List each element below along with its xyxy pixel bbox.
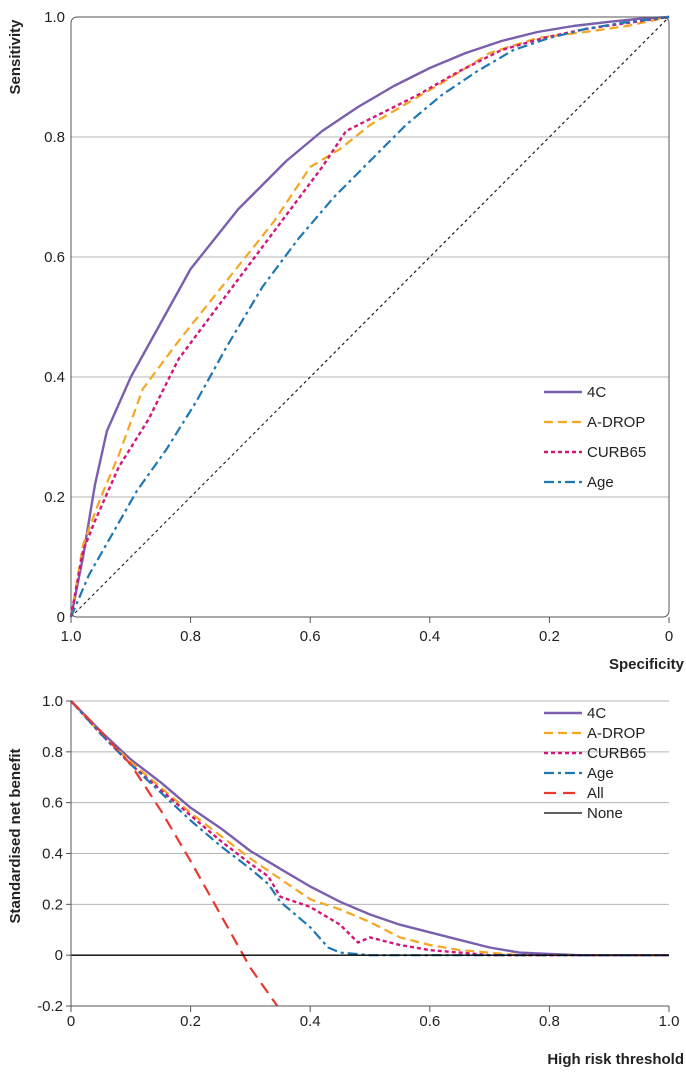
dca-x-tick-label: 0: [67, 1013, 75, 1030]
dca-x-tick-label: 0.6: [419, 1013, 440, 1030]
dca-series-curb65: [70, 700, 669, 957]
roc-series-lines: [69, 15, 670, 618]
dca-y-axis-label: Standardised net benefit: [7, 748, 24, 923]
dca-x-axis-label: High risk threshold: [547, 1051, 684, 1068]
dca-y-tick-label: -0.2: [37, 998, 63, 1015]
roc-x-tick-label: 0.4: [419, 628, 440, 645]
roc-chart: 0 0.2 0.4 0.6 0.8 1.0 1.0 0.8 0.6 0.4 0.2 0 Sensit…: [7, 9, 685, 673]
roc-y-tick-label: 0.6: [44, 249, 65, 266]
roc-series-4c: [69, 15, 670, 618]
dca-y-ticks: -0.2 0 0.2 0.4 0.6 0.8 1.0: [37, 693, 71, 1015]
roc-x-tick-label: 0.6: [300, 628, 321, 645]
dca-series-a-drop: [70, 700, 669, 957]
dca-y-tick-label: 0.4: [42, 846, 63, 863]
roc-legend-label: CURB65: [587, 444, 646, 461]
roc-gridlines: [71, 136, 669, 498]
dca-gridlines: [71, 700, 669, 905]
dca-y-tick-label: 0: [55, 947, 63, 964]
decision-curve-chart: -0.200.20.40.60.81.0 0 0.2 0.4 0.6 0.8 1.0 St…: [7, 693, 684, 1068]
dca-legend-label: Age: [587, 765, 614, 782]
roc-y-tick-label: 1.0: [44, 9, 65, 26]
dca-legend-label: 4C: [587, 705, 606, 722]
dca-x-tick-label: 0.8: [539, 1013, 560, 1030]
dca-series-age: [70, 700, 669, 957]
roc-legend-label: 4C: [587, 384, 606, 401]
roc-x-axis-label: Specificity: [609, 656, 685, 673]
roc-chance-line: [70, 16, 670, 618]
dca-y-tick-label: 0.8: [42, 744, 63, 761]
roc-x-ticks: 1.0 0.8 0.6 0.4 0.2 0: [61, 617, 673, 645]
roc-legend-label: Age: [587, 474, 614, 491]
dca-legend-label: None: [587, 805, 623, 822]
dca-series-all: [70, 700, 279, 1007]
roc-legend-label: A-DROP: [587, 414, 645, 431]
dca-x-tick-label: 0.2: [180, 1013, 201, 1030]
dca-legend-label: All: [587, 785, 604, 802]
roc-series-curb65: [69, 15, 670, 618]
dca-legend: 4C A-DROP CURB65 Age All None: [544, 705, 646, 822]
roc-y-tick-label: 0.2: [44, 489, 65, 506]
dca-series-4c: [70, 700, 669, 957]
roc-y-ticks: 0 0.2 0.4 0.6 0.8 1.0: [44, 9, 65, 626]
dca-series-lines: [70, 700, 669, 1007]
roc-series-age: [69, 15, 670, 618]
dca-legend-label: CURB65: [587, 745, 646, 762]
dca-legend-label: A-DROP: [587, 725, 645, 742]
roc-x-tick-label: 0.2: [539, 628, 560, 645]
dca-x-tick-label: 0.4: [300, 1013, 321, 1030]
roc-y-tick-label: 0.4: [44, 369, 65, 386]
roc-x-tick-label: 0.8: [180, 628, 201, 645]
roc-reference-diagonal: [70, 16, 670, 618]
dca-y-tick-label: 0.6: [42, 795, 63, 812]
roc-x-tick-label: 0: [665, 628, 673, 645]
roc-y-tick-label: 0.8: [44, 129, 65, 146]
dca-x-ticks: 0 0.2 0.4 0.6 0.8 1.0: [67, 1006, 680, 1030]
roc-y-axis-label: Sensitivity: [7, 19, 24, 95]
roc-x-tick-label: 1.0: [61, 628, 82, 645]
dca-y-tick-label: 1.0: [42, 693, 63, 710]
roc-legend: 4C A-DROP CURB65 Age: [544, 384, 646, 491]
dca-x-tick-label: 1.0: [659, 1013, 680, 1030]
dca-y-tick-label: 0.2: [42, 896, 63, 913]
roc-y-tick-label: 0: [57, 609, 65, 626]
roc-plot-frame: [70, 16, 670, 618]
